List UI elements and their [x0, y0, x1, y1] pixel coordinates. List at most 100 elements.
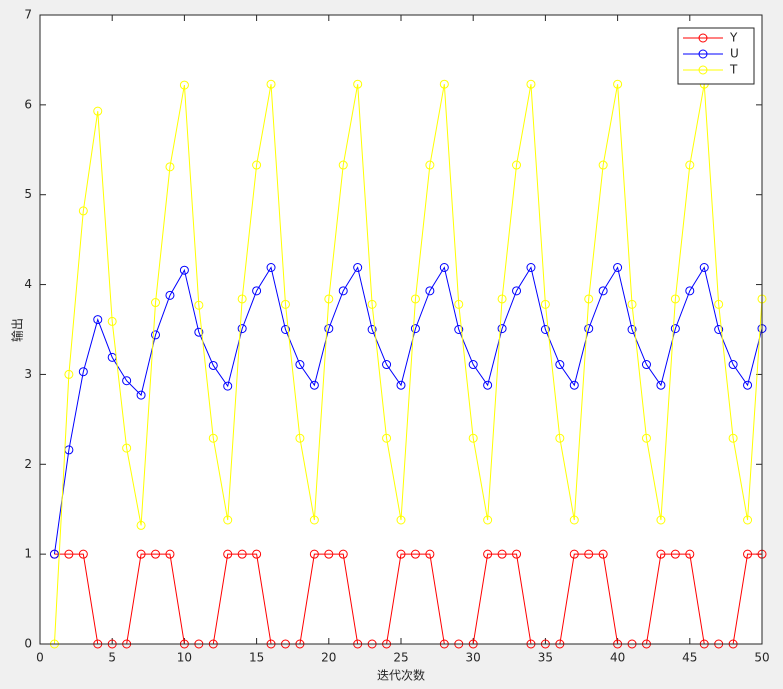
data-point [728, 360, 738, 370]
data-point [627, 325, 637, 334]
data-point [179, 265, 189, 275]
data-point [714, 325, 724, 334]
y-tick-label: 7 [24, 8, 32, 22]
data-point [454, 299, 464, 309]
data-point [223, 515, 233, 525]
data-point [540, 299, 550, 309]
data-point [613, 79, 623, 89]
data-point [122, 443, 132, 453]
legend-marker [698, 49, 708, 59]
data-point [483, 549, 493, 559]
x-tick-label: 20 [321, 651, 336, 665]
data-point [338, 160, 348, 170]
data-point [714, 299, 724, 309]
data-point [237, 294, 247, 304]
data-point [136, 520, 146, 530]
data-point [136, 390, 146, 400]
x-axis-label: 迭代次数 [377, 668, 425, 683]
data-point [425, 549, 435, 559]
x-tick-label: 50 [754, 651, 769, 665]
data-point [295, 433, 305, 443]
data-point [309, 549, 319, 559]
data-point [410, 324, 420, 334]
data-point [309, 515, 319, 525]
y-tick-label: 2 [24, 457, 32, 471]
data-point [295, 360, 305, 370]
data-point [136, 549, 146, 559]
legend-box [677, 27, 755, 85]
data-point [78, 206, 88, 216]
data-point [526, 79, 536, 89]
data-point [468, 433, 478, 443]
data-point [439, 79, 449, 89]
data-point [78, 549, 88, 559]
data-point [743, 515, 753, 525]
legend-marker [698, 65, 708, 75]
data-point [699, 262, 709, 272]
data-point [569, 549, 579, 559]
legend-label: U [730, 47, 739, 61]
series-line [53, 266, 763, 555]
data-point [151, 330, 161, 340]
data-point [396, 515, 406, 525]
data-point [670, 294, 680, 304]
data-point [584, 294, 594, 304]
x-tick-label: 25 [393, 651, 408, 665]
data-point [179, 80, 189, 90]
data-point [526, 262, 536, 272]
data-point [353, 79, 363, 89]
data-point [252, 286, 262, 296]
data-point [497, 294, 507, 304]
legend-label: Y [729, 31, 738, 45]
legend-marker [698, 33, 708, 43]
data-point [237, 324, 247, 334]
data-point [396, 380, 406, 390]
data-point [598, 286, 608, 296]
data-point [483, 515, 493, 525]
y-tick-label: 3 [24, 367, 32, 381]
data-point [280, 299, 290, 309]
y-tick-label: 1 [24, 547, 32, 561]
data-point [497, 549, 507, 559]
data-point [584, 324, 594, 334]
data-point [512, 286, 522, 296]
data-point [728, 433, 738, 443]
data-point [743, 549, 753, 559]
data-point [598, 160, 608, 170]
data-point [656, 549, 666, 559]
plot-area [40, 15, 762, 644]
x-tick-label: 0 [36, 651, 44, 665]
data-point [410, 549, 420, 559]
data-point [382, 360, 392, 370]
x-tick-label: 10 [177, 651, 192, 665]
data-point [483, 380, 493, 390]
data-point [367, 299, 377, 309]
data-point [367, 325, 377, 334]
x-tick-label: 5 [108, 651, 116, 665]
data-point [569, 515, 579, 525]
data-point [223, 381, 233, 391]
data-point [309, 380, 319, 390]
data-point [410, 294, 420, 304]
data-point [64, 369, 74, 379]
data-point [49, 549, 59, 559]
data-point [338, 286, 348, 296]
y-tick-label: 4 [24, 277, 32, 291]
data-point [685, 549, 695, 559]
data-point [194, 327, 204, 337]
data-point [468, 360, 478, 370]
y-tick-label: 0 [24, 637, 32, 651]
data-point [382, 433, 392, 443]
data-point [165, 549, 175, 559]
data-point [396, 549, 406, 559]
data-point [641, 360, 651, 370]
data-point [569, 380, 579, 390]
axes-box [39, 14, 763, 645]
data-point [324, 549, 334, 559]
data-point [685, 286, 695, 296]
data-point [151, 298, 161, 308]
data-point [555, 360, 565, 370]
data-point [266, 79, 276, 89]
